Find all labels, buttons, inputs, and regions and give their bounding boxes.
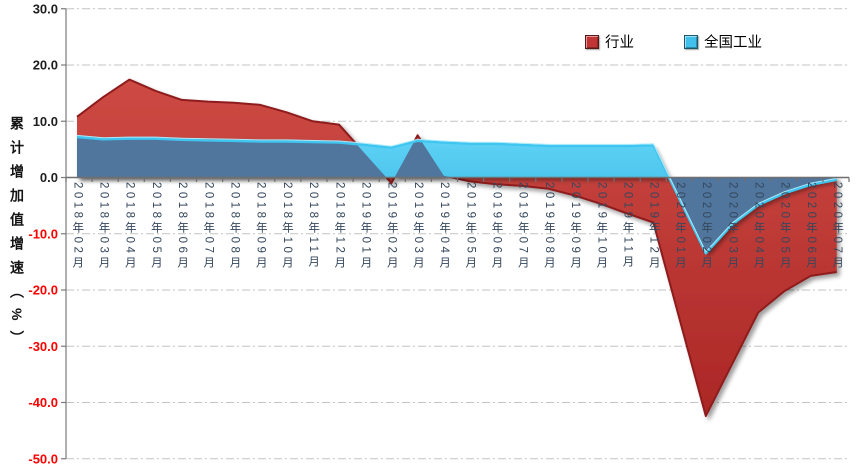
x-tick-label: 2018年11月 bbox=[307, 182, 320, 271]
x-tick-label: 2020年07月 bbox=[831, 182, 844, 272]
y-tick-label: 0.0 bbox=[40, 170, 58, 185]
x-tick-label: 2020年03月 bbox=[726, 182, 739, 272]
x-tick-label: 2019年08月 bbox=[542, 182, 555, 272]
x-tick-label: 2018年09月 bbox=[254, 182, 267, 272]
y-axis-title: 累计增加值增速（%） bbox=[9, 116, 25, 355]
y-tick-label: -20.0 bbox=[28, 283, 58, 298]
x-tick-label: 2019年10月 bbox=[595, 182, 608, 272]
x-tick-label: 2018年12月 bbox=[333, 182, 346, 272]
x-tick-label: 2018年04月 bbox=[123, 182, 136, 272]
series-area-industry bbox=[76, 78, 837, 417]
x-axis bbox=[65, 176, 850, 182]
series-line-national bbox=[76, 134, 838, 255]
x-tick-label: 2019年11月 bbox=[621, 182, 634, 271]
x-tick-label: 2020年02月 bbox=[700, 182, 713, 272]
y-axis bbox=[61, 8, 67, 460]
x-tick-label: 2018年03月 bbox=[97, 182, 110, 272]
y-tick-labels: 30.0 20.0 10.0 0.0 -10.0 -20.0 -30.0 -40.0 -50.0 bbox=[28, 1, 58, 466]
legend-swatch-national-icon bbox=[684, 34, 698, 49]
legend-swatch-industry-icon bbox=[585, 34, 599, 49]
x-tick-label: 2018年10月 bbox=[280, 182, 293, 272]
x-tick-label: 2019年01月 bbox=[359, 182, 372, 272]
x-tick-label: 2018年05月 bbox=[149, 182, 162, 272]
x-tick-label: 2019年03月 bbox=[411, 182, 424, 272]
x-tick-label: 2019年04月 bbox=[438, 182, 451, 272]
y-tick-label: 10.0 bbox=[33, 114, 58, 129]
y-tick-label: 20.0 bbox=[33, 58, 58, 73]
series-overlap bbox=[77, 137, 837, 254]
x-tick-label: 2019年12月 bbox=[647, 182, 660, 272]
y-tick-label: -10.0 bbox=[28, 226, 58, 241]
x-tick-label: 2019年05月 bbox=[464, 182, 477, 272]
legend-label-industry: 行业 bbox=[605, 35, 634, 51]
y-tick-label: -40.0 bbox=[28, 395, 58, 410]
x-tick-label: 2018年02月 bbox=[71, 182, 84, 272]
legend: 行业 全国工业 bbox=[585, 31, 762, 52]
x-tick-label: 2020年05月 bbox=[778, 182, 791, 272]
x-tick-label: 2018年07月 bbox=[202, 182, 215, 272]
y-tick-label: -50.0 bbox=[28, 451, 58, 466]
x-tick-label: 2019年07月 bbox=[516, 182, 529, 272]
x-tick-label: 2019年02月 bbox=[385, 182, 398, 272]
legend-label-national: 全国工业 bbox=[704, 35, 762, 51]
x-tick-label: 2019年09月 bbox=[569, 182, 582, 272]
x-tick-label: 2020年06月 bbox=[804, 182, 817, 272]
y-tick-label: 30.0 bbox=[33, 1, 58, 16]
x-tick-label: 2019年06月 bbox=[490, 182, 503, 272]
x-tick-label: 2020年04月 bbox=[752, 182, 765, 272]
y-tick-label: -30.0 bbox=[28, 339, 58, 354]
legend-item-industry: 行业 bbox=[585, 31, 634, 52]
x-tick-label: 2018年06月 bbox=[176, 182, 189, 272]
legend-item-national: 全国工业 bbox=[684, 31, 762, 52]
x-tick-label: 2020年01月 bbox=[673, 182, 686, 272]
x-tick-label: 2018年08月 bbox=[228, 182, 241, 272]
